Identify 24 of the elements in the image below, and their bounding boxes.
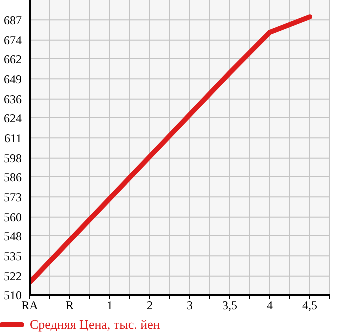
y-tick-label: 560 — [4, 210, 22, 225]
y-tick-label: 510 — [4, 288, 22, 302]
x-tick-label: 1 — [107, 298, 113, 313]
legend-label: Средняя Цена, тыс. йен — [29, 317, 160, 333]
y-tick-label: 624 — [4, 111, 22, 126]
y-tick-label: 535 — [4, 249, 22, 264]
y-tick-label: 674 — [4, 34, 22, 48]
y-tick-label: 573 — [4, 190, 22, 204]
y-tick-label: 649 — [4, 72, 22, 86]
y-tick-label: 636 — [4, 92, 22, 107]
y-tick-label: 548 — [4, 229, 22, 244]
x-tick-label: 3,5 — [222, 298, 238, 313]
x-tick-label: 2 — [147, 298, 153, 313]
y-tick-label: 522 — [4, 270, 22, 284]
x-tick-label: R — [66, 298, 74, 313]
x-tick-label: 3 — [187, 298, 193, 313]
x-tick-label: 4,5 — [302, 298, 318, 313]
y-tick-label: 598 — [4, 152, 22, 166]
x-tick-label: RA — [22, 298, 39, 313]
y-tick-label: 611 — [4, 131, 22, 146]
x-tick-label: 4 — [267, 298, 273, 313]
y-tick-label: 586 — [4, 170, 22, 184]
y-tick-label: 662 — [4, 52, 22, 66]
y-tick-label: 687 — [4, 13, 22, 28]
